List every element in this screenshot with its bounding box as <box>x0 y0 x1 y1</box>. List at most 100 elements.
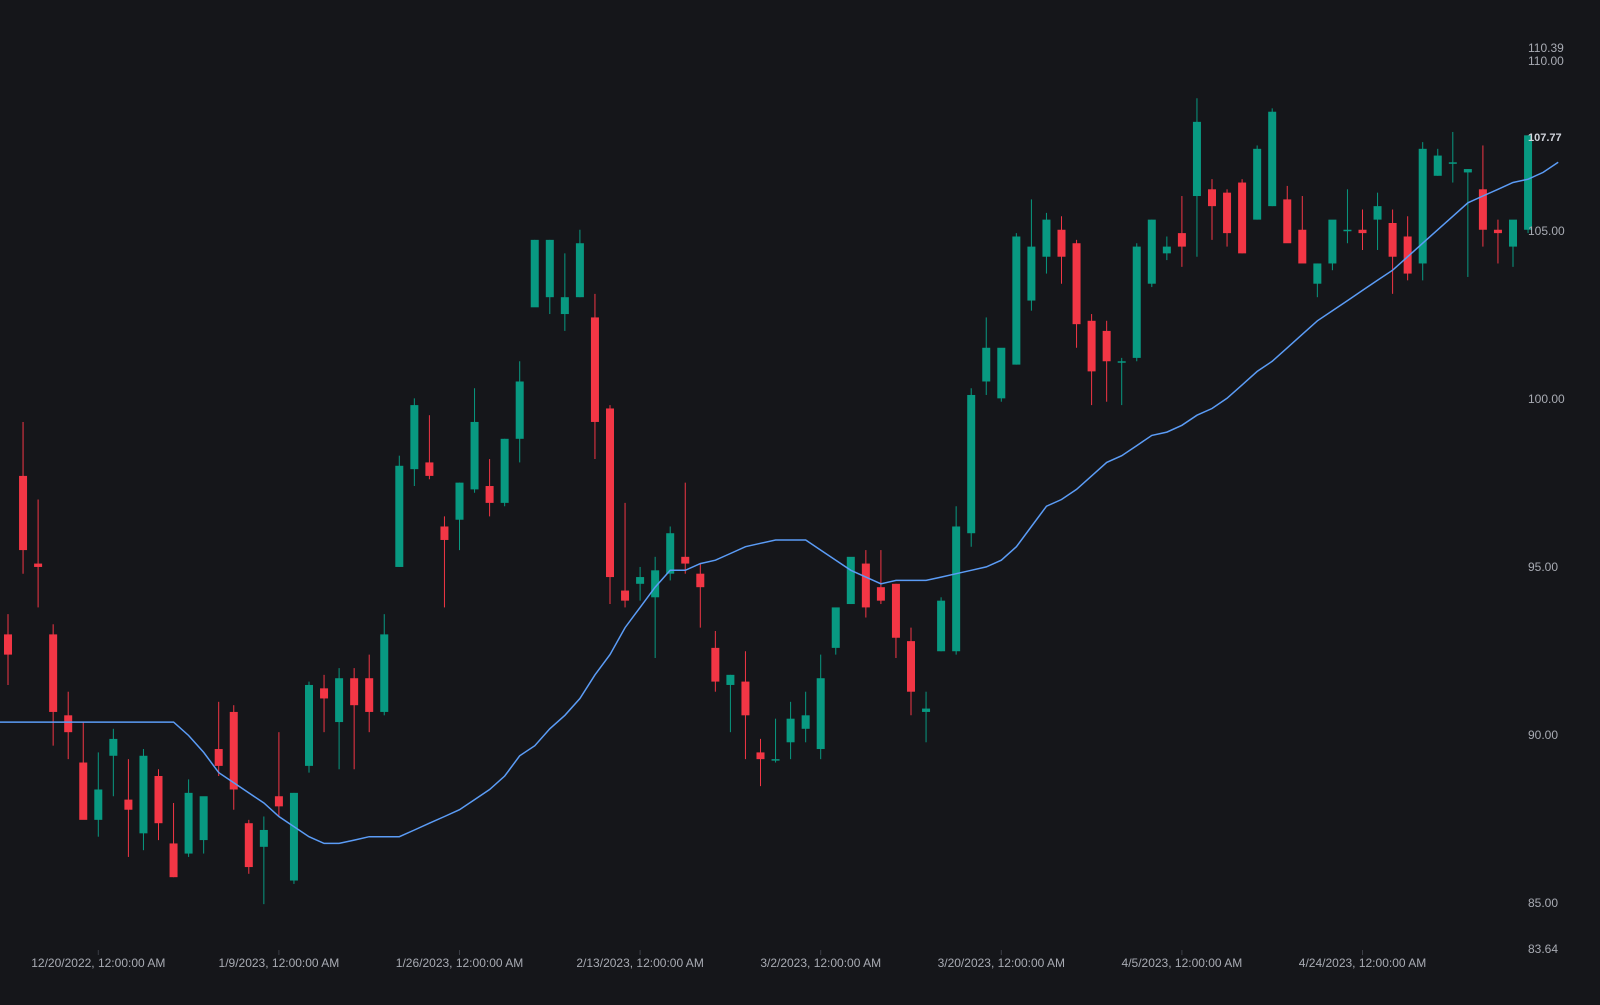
y-tick-label: 85.00 <box>1528 896 1558 910</box>
candle-body <box>1238 182 1247 254</box>
candle-body <box>651 570 660 598</box>
candle-body <box>455 482 464 520</box>
candle <box>891 583 900 658</box>
candle <box>440 516 449 608</box>
candle-body <box>259 829 268 847</box>
candle <box>967 388 976 547</box>
candle-body <box>636 577 645 584</box>
candle <box>455 482 464 551</box>
candle-body <box>545 239 554 298</box>
candle <box>1057 216 1066 284</box>
candle <box>1328 219 1337 271</box>
candle-body <box>891 583 900 638</box>
candle <box>1509 219 1517 267</box>
candle-body <box>305 684 313 766</box>
candle <box>320 674 329 733</box>
candle-body <box>1177 233 1186 247</box>
candle-body <box>1373 206 1382 220</box>
candle <box>49 624 58 746</box>
candle <box>169 802 178 878</box>
candle <box>1117 357 1126 406</box>
candle <box>711 631 720 692</box>
candle <box>1132 243 1141 362</box>
candle <box>259 816 268 905</box>
candle-body <box>621 590 630 601</box>
candle-body <box>1509 219 1517 247</box>
candle <box>666 526 675 581</box>
candle-body <box>1057 229 1066 257</box>
candle-body <box>124 799 133 810</box>
candle-body <box>1208 189 1216 207</box>
candle-body <box>711 647 720 682</box>
candle <box>470 388 479 493</box>
candle-body <box>274 796 283 807</box>
candle-body <box>1283 199 1292 244</box>
candle <box>154 769 163 841</box>
time-axis[interactable]: 12/20/2022, 12:00:00 AM 1/9/2023, 12:00:0… <box>31 950 1426 970</box>
candle <box>214 701 223 777</box>
candle <box>109 728 118 797</box>
candle-body <box>1463 169 1472 173</box>
candle <box>786 701 795 760</box>
candle <box>515 361 524 463</box>
candle <box>1403 216 1412 281</box>
candle-body <box>1493 229 1502 234</box>
candle-body <box>937 600 946 652</box>
candle <box>982 317 991 395</box>
candle-body <box>741 681 750 716</box>
candle <box>590 293 599 460</box>
candle <box>831 607 840 655</box>
candle <box>1358 209 1367 250</box>
candle-body <box>1298 229 1307 264</box>
candle <box>1192 98 1201 257</box>
candle-body <box>425 462 434 476</box>
candle <box>289 792 298 884</box>
candle-body <box>1223 192 1232 234</box>
candle <box>244 819 253 874</box>
candle <box>1177 196 1186 267</box>
candle <box>184 779 193 857</box>
candle <box>350 668 359 770</box>
candle <box>124 759 133 857</box>
candle-body <box>184 792 193 854</box>
candle <box>365 654 374 733</box>
y-range-min-label: 83.64 <box>1528 942 1558 956</box>
candle <box>199 796 208 854</box>
candle <box>19 421 28 574</box>
candle-body <box>530 239 539 308</box>
candle-body <box>997 347 1006 399</box>
y-tick-label: 95.00 <box>1528 560 1558 574</box>
candle <box>274 732 283 817</box>
candle-body <box>64 715 73 733</box>
candle-body <box>560 297 569 315</box>
candle-body <box>982 347 991 382</box>
last-price-label: 107.77 <box>1528 132 1562 144</box>
candle-body <box>19 475 28 551</box>
candle-body <box>575 243 584 298</box>
candle-body <box>816 678 825 750</box>
candle-body <box>169 843 178 878</box>
candle-body <box>1328 219 1337 264</box>
candle <box>621 502 630 608</box>
candle-body <box>726 674 735 685</box>
candle-body <box>214 749 223 766</box>
candle <box>1102 320 1111 402</box>
moving-average-layer <box>0 161 1559 845</box>
x-tick-label: 12/20/2022, 12:00:00 AM <box>31 956 165 970</box>
price-axis[interactable]: 110.39 110.00 105.00 100.00 95.00 90.00 … <box>1528 41 1565 956</box>
candle <box>651 556 660 658</box>
candle <box>79 722 88 820</box>
candle <box>756 738 765 787</box>
candle-body <box>756 752 765 760</box>
candle <box>410 398 419 487</box>
candle-body <box>244 823 253 868</box>
x-tick-label: 4/24/2023, 12:00:00 AM <box>1299 956 1426 970</box>
candle-body <box>79 762 88 820</box>
candle <box>681 482 690 574</box>
candle-body <box>1072 243 1081 325</box>
candle-body <box>1313 263 1322 284</box>
candle-body <box>771 759 780 761</box>
candle <box>952 506 961 655</box>
